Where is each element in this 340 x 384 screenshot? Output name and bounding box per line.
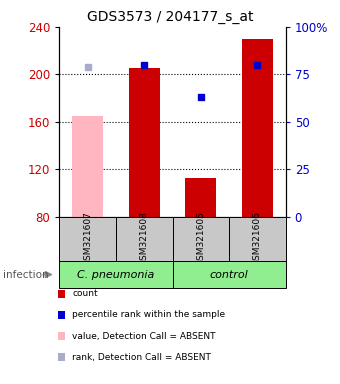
Bar xyxy=(173,261,286,288)
Text: GSM321608: GSM321608 xyxy=(140,212,149,266)
Bar xyxy=(72,116,103,217)
Bar xyxy=(129,68,160,217)
Text: value, Detection Call = ABSENT: value, Detection Call = ABSENT xyxy=(72,331,216,341)
Text: percentile rank within the sample: percentile rank within the sample xyxy=(72,310,225,319)
Bar xyxy=(173,217,229,261)
Bar xyxy=(185,178,216,217)
Text: GDS3573 / 204177_s_at: GDS3573 / 204177_s_at xyxy=(87,10,253,23)
Text: count: count xyxy=(72,289,98,298)
Bar xyxy=(242,39,273,217)
Text: C. pneumonia: C. pneumonia xyxy=(77,270,155,280)
Text: control: control xyxy=(210,270,249,280)
Bar xyxy=(229,217,286,261)
Text: GSM321607: GSM321607 xyxy=(83,212,92,266)
Text: GSM321606: GSM321606 xyxy=(253,212,262,266)
Bar xyxy=(116,217,173,261)
Bar xyxy=(59,261,173,288)
Text: rank, Detection Call = ABSENT: rank, Detection Call = ABSENT xyxy=(72,353,211,362)
Bar xyxy=(59,217,116,261)
Text: infection: infection xyxy=(3,270,49,280)
Text: GSM321605: GSM321605 xyxy=(196,212,205,266)
